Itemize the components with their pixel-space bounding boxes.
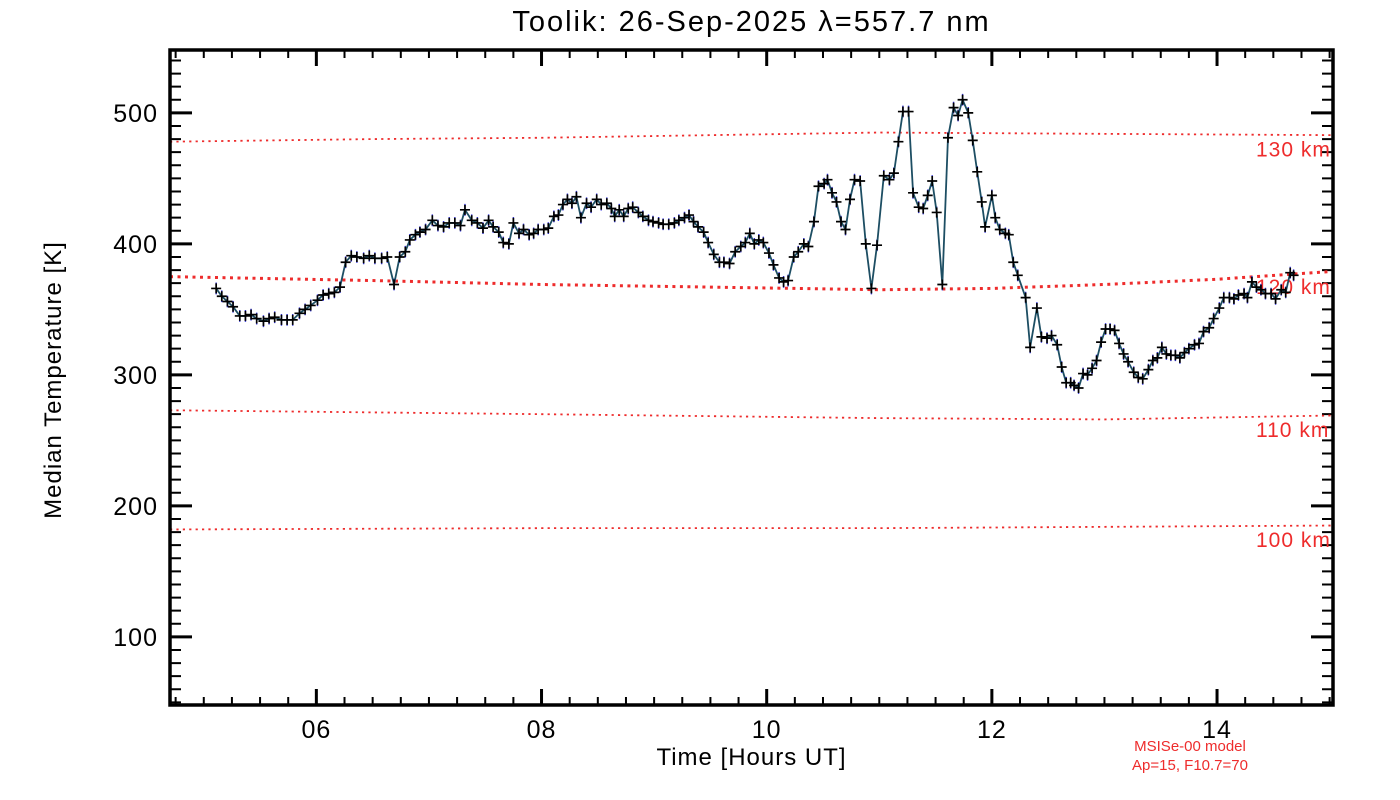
x-axis-label: Time [Hours UT] — [656, 744, 847, 771]
minor-ticks — [170, 50, 1333, 705]
x-tick-label: 12 — [977, 716, 1007, 744]
model-line-msis-110km — [169, 409, 1334, 421]
data-point-markers — [211, 94, 1299, 393]
data-series-line — [215, 97, 1295, 390]
y-tick-label: 200 — [113, 493, 158, 521]
y-tick-label: 400 — [113, 231, 158, 259]
plot-frame — [168, 48, 1335, 707]
y-tick-label: 100 — [113, 624, 158, 652]
y-tick-label: 300 — [113, 362, 158, 390]
model-label-msis-110km: 110 km — [1256, 419, 1329, 442]
major-ticks — [170, 50, 1333, 705]
model-label-msis-130km: 130 km — [1256, 139, 1331, 162]
model-line-msis-130km — [169, 131, 1334, 143]
x-tick-label: 10 — [752, 716, 782, 744]
x-tick-label: 14 — [1202, 716, 1232, 744]
model-label-msis-100km: 100 km — [1256, 529, 1331, 552]
model-params-text: Ap=15, F10.7=70 — [1132, 757, 1248, 774]
model-credit: MSISe-00 model Ap=15, F10.7=70 — [1035, 737, 1345, 775]
y-tick-label: 500 — [113, 100, 158, 128]
model-line-msis-100km — [169, 524, 1334, 531]
model-name-text: MSISe-00 model — [1134, 738, 1246, 755]
y-axis-label: Median Temperature [K] — [40, 241, 67, 519]
x-tick-label: 06 — [301, 716, 331, 744]
plot-title: Toolik: 26-Sep-2025 λ=557.7 nm — [512, 6, 991, 38]
x-tick-label: 08 — [527, 716, 557, 744]
